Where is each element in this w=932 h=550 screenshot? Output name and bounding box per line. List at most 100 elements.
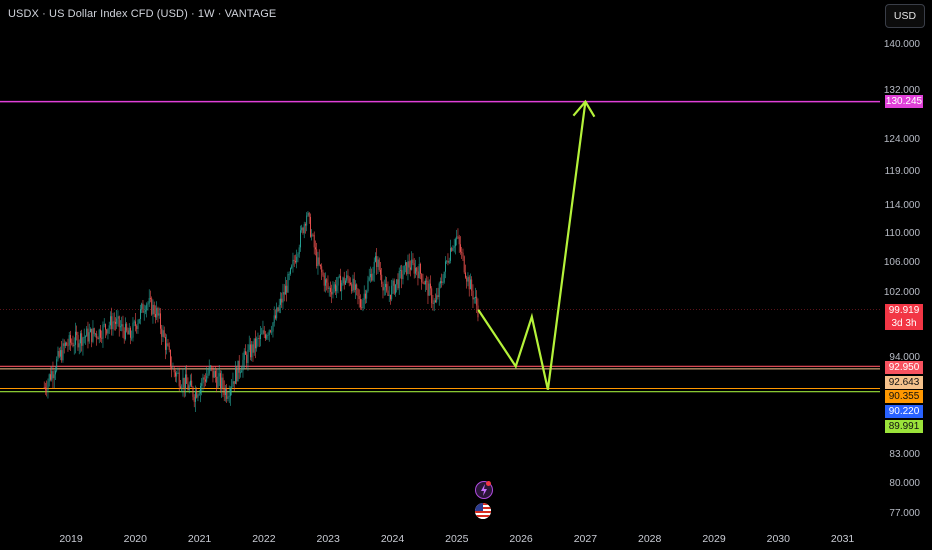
candle-body: [472, 290, 474, 300]
candle-body: [402, 274, 404, 280]
candle-body: [222, 377, 224, 389]
candle-body: [203, 377, 205, 380]
us-flag-icon[interactable]: [475, 503, 491, 519]
candle-body: [205, 379, 206, 382]
candle-body: [290, 268, 291, 274]
candle-body: [66, 342, 68, 346]
candle-body: [146, 304, 148, 311]
candle-body: [267, 335, 269, 336]
candle-body: [246, 354, 248, 363]
candle-body: [337, 277, 339, 286]
candle-body: [241, 370, 243, 373]
candle-body: [347, 275, 349, 279]
candle-body: [216, 376, 218, 388]
candle-body: [437, 295, 439, 298]
candle-body: [323, 275, 325, 286]
time-tick: 2023: [316, 533, 340, 545]
candle-body: [455, 239, 456, 247]
candle-body: [330, 287, 331, 292]
candle-body: [378, 259, 380, 270]
candle-body: [425, 280, 426, 285]
candle-body: [116, 318, 118, 324]
candle-body: [311, 234, 313, 237]
projection-path: [477, 99, 596, 390]
candle-body: [120, 326, 121, 328]
price-tick: 124.000: [883, 134, 920, 146]
candle-body: [320, 264, 321, 267]
candle-body: [86, 328, 88, 337]
candle-body: [391, 285, 393, 300]
candle-body: [260, 334, 261, 340]
candle-body: [405, 262, 406, 266]
candle-body: [163, 330, 165, 338]
candle-body: [282, 292, 284, 303]
candle-body: [122, 324, 124, 331]
candle-body: [63, 343, 65, 346]
candle-body: [271, 331, 273, 333]
candle-body: [105, 324, 106, 330]
candle-body: [251, 344, 253, 358]
candle-body: [237, 360, 239, 382]
current-price-badge: 99.919: [885, 304, 923, 317]
candle-body: [70, 335, 71, 343]
candle-body: [403, 265, 405, 275]
candle-body: [396, 279, 398, 285]
candle-body: [385, 283, 386, 288]
candle-body: [48, 374, 50, 382]
candle-body: [292, 259, 294, 266]
candle-body: [127, 330, 129, 335]
candle-body: [43, 387, 45, 389]
candle-body: [348, 278, 350, 283]
candle-body: [155, 313, 156, 318]
candle-body: [435, 300, 436, 302]
currency-button[interactable]: USD: [885, 4, 925, 28]
candle-body: [313, 235, 315, 248]
candle-body: [453, 246, 455, 248]
candle-body: [247, 349, 249, 363]
candle-body: [211, 366, 213, 368]
candle-body: [46, 389, 48, 391]
level-badge-5: 89.991: [885, 420, 923, 433]
candle-body: [343, 277, 345, 285]
candle-body: [118, 316, 120, 328]
candle-body: [366, 290, 368, 299]
candle-body: [103, 324, 105, 326]
candle-body: [182, 377, 184, 388]
candle-body: [77, 335, 79, 348]
candle-body: [210, 366, 211, 367]
candle-body: [338, 275, 340, 278]
candle-body: [466, 277, 468, 282]
candle-body: [141, 303, 143, 310]
candle-body: [333, 284, 335, 289]
candle-body: [91, 328, 93, 342]
candle-body: [132, 322, 134, 338]
candle-body: [217, 376, 219, 388]
candle-body: [51, 371, 53, 380]
candle-body: [470, 279, 471, 290]
candle-body: [192, 387, 194, 397]
candle-body: [451, 248, 453, 251]
candle-body: [393, 280, 395, 294]
candle-body: [55, 370, 56, 375]
candle-body: [406, 262, 408, 275]
candle-body: [81, 333, 83, 346]
candle-body: [332, 288, 334, 295]
candle-body: [142, 303, 144, 313]
candle-body: [293, 259, 295, 262]
time-tick: 2021: [187, 533, 212, 545]
candle-body: [272, 322, 274, 332]
candle-body: [173, 368, 175, 373]
candle-body: [115, 321, 116, 324]
candle-body: [137, 323, 139, 329]
candle-body: [160, 313, 161, 329]
candle-body: [265, 334, 266, 339]
price-tick: 94.000: [889, 351, 920, 363]
candle-body: [73, 344, 75, 347]
time-tick: 2027: [573, 533, 598, 545]
candle-body: [126, 323, 128, 331]
time-tick: 2026: [509, 533, 533, 545]
candle-body: [83, 337, 85, 338]
candle-body: [397, 279, 399, 289]
candle-body: [456, 236, 458, 240]
